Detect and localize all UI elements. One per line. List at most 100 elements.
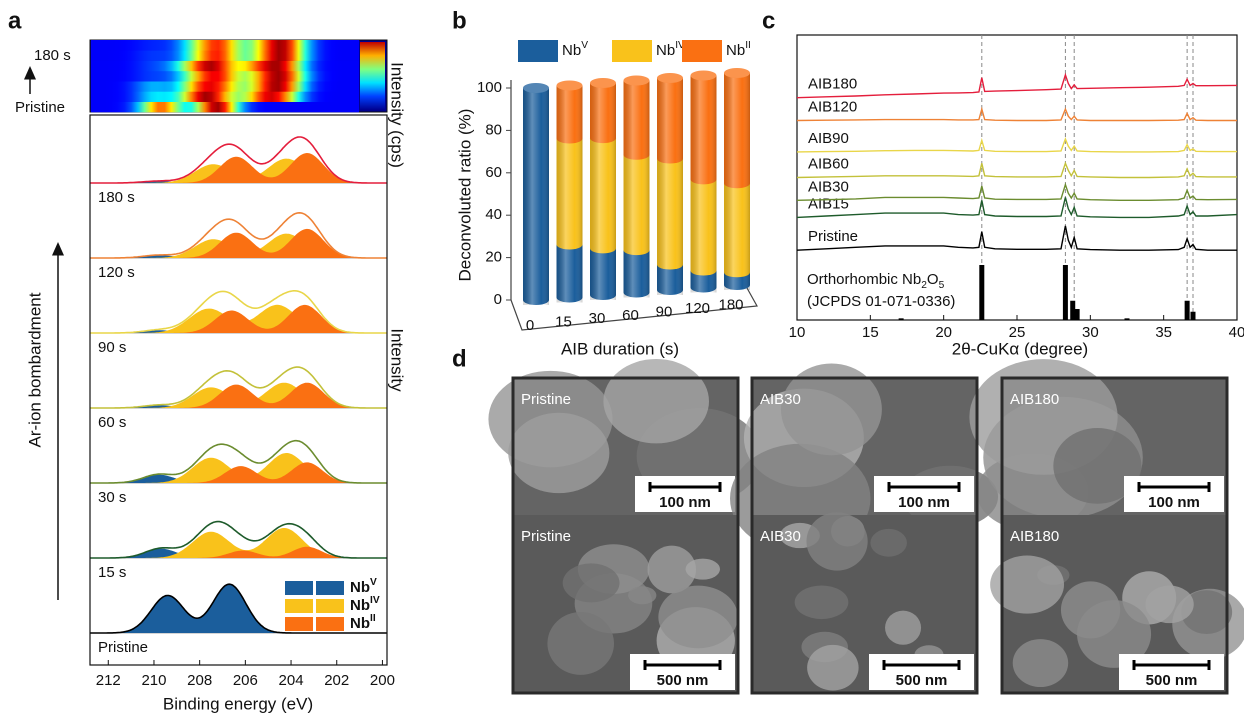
floor [510, 287, 758, 331]
component-area [90, 462, 387, 483]
scale-bar-label: 100 nm [898, 494, 950, 511]
bar-cap [724, 68, 750, 78]
reference-bar [979, 265, 985, 320]
x-tick-label: 15 [862, 324, 879, 341]
heatmap-row [91, 70, 359, 82]
xrd-line [796, 161, 1237, 179]
image-label: Pristine [521, 391, 571, 408]
particle [685, 558, 721, 580]
x-axis-label: AIB duration (s) [561, 339, 679, 358]
legend-swatch [682, 40, 722, 62]
scale-bar-label: 100 nm [1148, 494, 1200, 511]
x-axis-label: Binding energy (eV) [163, 694, 313, 713]
panel-label: c [762, 7, 775, 34]
scale-bar-label: 500 nm [1146, 672, 1198, 689]
x-tick-label: 202 [324, 672, 349, 689]
particle [780, 363, 882, 456]
bar-cap [690, 70, 717, 81]
legend-label: NbV [350, 577, 377, 596]
scale-bar [1132, 660, 1211, 670]
legend-label-part: IV [370, 595, 380, 606]
reference-name-part: 2 [921, 280, 927, 291]
scale-bar [882, 660, 961, 670]
map-bottom-label: Pristine [15, 99, 65, 116]
image-frame [511, 376, 740, 695]
legend-label-part: Nb [562, 42, 581, 59]
legend-swatch [612, 40, 652, 62]
bar-cap [523, 83, 549, 93]
envelope-line [90, 439, 387, 484]
x-tick-label: 120 [685, 300, 710, 317]
particle [628, 586, 657, 605]
heatmap-row [91, 101, 359, 113]
envelope-line [90, 520, 387, 559]
envelope-line [90, 366, 387, 409]
heatmap-row [91, 60, 359, 72]
x-tick-label: 30 [1082, 324, 1099, 341]
particle [562, 563, 620, 603]
bar-shading [657, 78, 683, 295]
particle [990, 555, 1065, 614]
x-tick-label: 206 [233, 672, 258, 689]
legend-swatch [316, 599, 344, 613]
reference-bar [898, 318, 904, 320]
legend-label: NbII [726, 40, 751, 59]
legend-label-part: IV [675, 40, 685, 51]
bar-shading [724, 73, 750, 290]
x-tick-label: 20 [935, 324, 952, 341]
x-axis-label: 2θ-CuKα (degree) [952, 339, 1088, 358]
reference-bar [1184, 300, 1190, 320]
x-tick-label: 35 [1155, 324, 1172, 341]
sem-image: AIB180 500 nm [990, 515, 1244, 693]
reference-bar [1062, 265, 1068, 320]
legend-label-part: Nb [656, 42, 675, 59]
heatmap-row [91, 81, 359, 92]
x-tick-label: 15 [555, 314, 572, 331]
particle [794, 585, 849, 620]
scale-bar-label: 500 nm [896, 672, 948, 689]
panel-label: b [452, 7, 467, 34]
heatmap-row [91, 50, 359, 61]
scale-bar-box [1119, 654, 1224, 690]
y-tick-label: 40 [485, 206, 502, 223]
legend-swatch [285, 599, 313, 613]
particle [1077, 600, 1152, 668]
component-area [90, 153, 387, 183]
particle [1145, 585, 1194, 624]
bar-cap [657, 73, 683, 83]
sem-image: AIB180 100 nm [969, 359, 1227, 531]
legend-label: NbIV [350, 595, 380, 614]
heatmap-row [91, 40, 359, 51]
particle [807, 644, 859, 691]
scale-bar [887, 482, 961, 492]
image-label: AIB30 [760, 528, 801, 545]
particle [1012, 639, 1069, 688]
series-label: AIB30 [808, 178, 849, 195]
image-label: Pristine [521, 528, 571, 545]
image-frame [750, 376, 979, 695]
reference-bar [1074, 309, 1080, 320]
image-frame [1000, 376, 1229, 695]
xrd-line [796, 225, 1237, 251]
legend-label-part: Nb [350, 615, 370, 632]
series-label: AIB60 [808, 155, 849, 172]
y-axis-label: Deconvoluted ratio (%) [455, 109, 474, 282]
legend-label-part: Nb [350, 597, 370, 614]
particle [603, 358, 710, 444]
panel-label: a [8, 7, 22, 34]
spectrum-label: 15 s [98, 564, 126, 581]
scale-bar-label: 100 nm [659, 494, 711, 511]
legend-label-part: II [370, 613, 376, 624]
x-tick-label: 60 [622, 307, 639, 324]
bar-cap-highlight [690, 70, 717, 81]
y-axis-label: Intensity [388, 328, 407, 392]
bar-cap [623, 75, 650, 86]
scale-bar-box [869, 654, 974, 690]
bar-shading [556, 85, 583, 303]
x-tick-label: 0 [526, 317, 534, 334]
legend-label: NbII [350, 613, 376, 632]
component-area [90, 382, 387, 408]
bar-shading [590, 83, 616, 300]
legend-label-part: II [745, 40, 751, 51]
spectrum-label: 30 s [98, 489, 126, 506]
